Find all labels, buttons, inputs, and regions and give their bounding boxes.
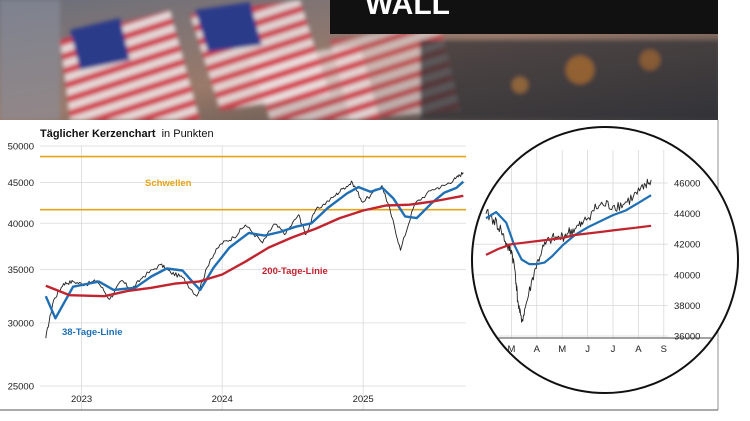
zoom-y-tick-label: 42000: [674, 240, 700, 251]
zoom-y-tick-label: 46000: [674, 179, 700, 190]
zoom-chart: 36000 38000 40000 42000 44000 46000 M A M J J A S: [473, 150, 737, 355]
zoom-y-tick-label: 44000: [674, 209, 700, 220]
zoom-x-tick-label: S: [661, 344, 667, 355]
sign-text: WALL: [365, 0, 450, 21]
series-label: 200-Tage-Linie: [262, 266, 328, 277]
zoom-200-day-line: [485, 224, 652, 256]
banner-photo: WALL: [0, 0, 718, 120]
main-x-tick-label: 2023: [71, 394, 92, 405]
zoom-x-tick-label: A: [534, 344, 541, 355]
series-label: 38-Tage-Linie: [62, 327, 123, 338]
main-y-tick-label: 50000: [8, 142, 34, 153]
zoom-y-tick-label: 36000: [674, 332, 700, 343]
zoom-x-tick-label: M: [507, 344, 515, 355]
main-x-tick-label: 2024: [212, 394, 233, 405]
zoom-x-tick-label: M: [558, 344, 566, 355]
zoom-y-tick-label: 40000: [674, 270, 700, 281]
main-chart-title: Täglicher Kerzenchart in Punkten: [40, 128, 214, 140]
main-200-day-line: [45, 194, 464, 298]
threshold-label: Schwellen: [145, 178, 192, 189]
main-y-tick-label: 30000: [8, 318, 34, 329]
zoom-x-tick-label: J: [585, 344, 590, 355]
main-38-day-line: [44, 180, 465, 320]
zoom-circle-border: [471, 126, 739, 394]
zoom-x-tick-label: J: [611, 344, 616, 355]
main-chart: Täglicher Kerzenchart in Punkten Schwell…: [0, 120, 719, 411]
main-x-tick-label: 2025: [353, 394, 374, 405]
main-title-text: Täglicher Kerzenchart: [40, 128, 156, 140]
main-y-tick-label: 40000: [8, 219, 34, 230]
main-title-suffix: in Punkten: [162, 128, 214, 140]
main-y-tick-label: 35000: [8, 265, 34, 276]
wall-street-sign: [330, 0, 718, 34]
main-y-tick-label: 25000: [8, 382, 34, 393]
flags-photo: WALL: [0, 0, 718, 120]
zoom-circle-bg: [472, 127, 738, 393]
zoom-x-tick-label: A: [635, 344, 642, 355]
zoom-y-tick-label: 38000: [674, 301, 700, 312]
main-price-line: [45, 172, 464, 339]
zoom-38-day-line: [485, 194, 652, 266]
main-y-tick-label: 45000: [8, 178, 34, 189]
